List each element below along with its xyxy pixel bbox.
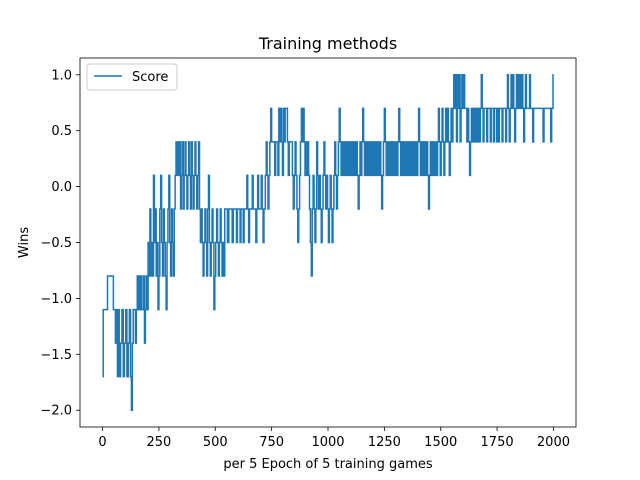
y-tick-label: −1.5	[40, 348, 72, 363]
x-tick-label: 1500	[424, 435, 457, 450]
y-tick-label: 0.0	[51, 180, 72, 195]
x-tick-label: 750	[259, 435, 284, 450]
x-tick-label: 0	[98, 435, 106, 450]
x-tick-label: 1000	[311, 435, 344, 450]
chart-title: Training methods	[258, 34, 397, 53]
x-axis: 0 250 500 750 1000 1250 1500 1750 2000	[98, 427, 570, 450]
legend: Score	[86, 63, 178, 91]
legend-label-score: Score	[132, 70, 168, 85]
series-line-score	[102, 74, 554, 411]
x-tick-label: 2000	[537, 435, 570, 450]
x-tick-label: 1250	[368, 435, 401, 450]
x-tick-label: 500	[203, 435, 228, 450]
legend-frame	[86, 63, 178, 91]
y-axis-label: Wins	[17, 227, 32, 258]
y-tick-label: −1.0	[40, 292, 72, 307]
x-axis-label: per 5 Epoch of 5 training games	[223, 457, 433, 472]
series-layer	[102, 74, 554, 411]
y-tick-label: 0.5	[51, 124, 72, 139]
y-tick-label: −2.0	[40, 404, 72, 419]
y-axis: −2.0 −1.5 −1.0 −0.5 0.0 0.5 1.0	[40, 68, 80, 419]
x-tick-label: 1750	[481, 435, 514, 450]
y-tick-label: 1.0	[51, 68, 72, 83]
y-tick-label: −0.5	[40, 236, 72, 251]
x-tick-label: 250	[146, 435, 171, 450]
